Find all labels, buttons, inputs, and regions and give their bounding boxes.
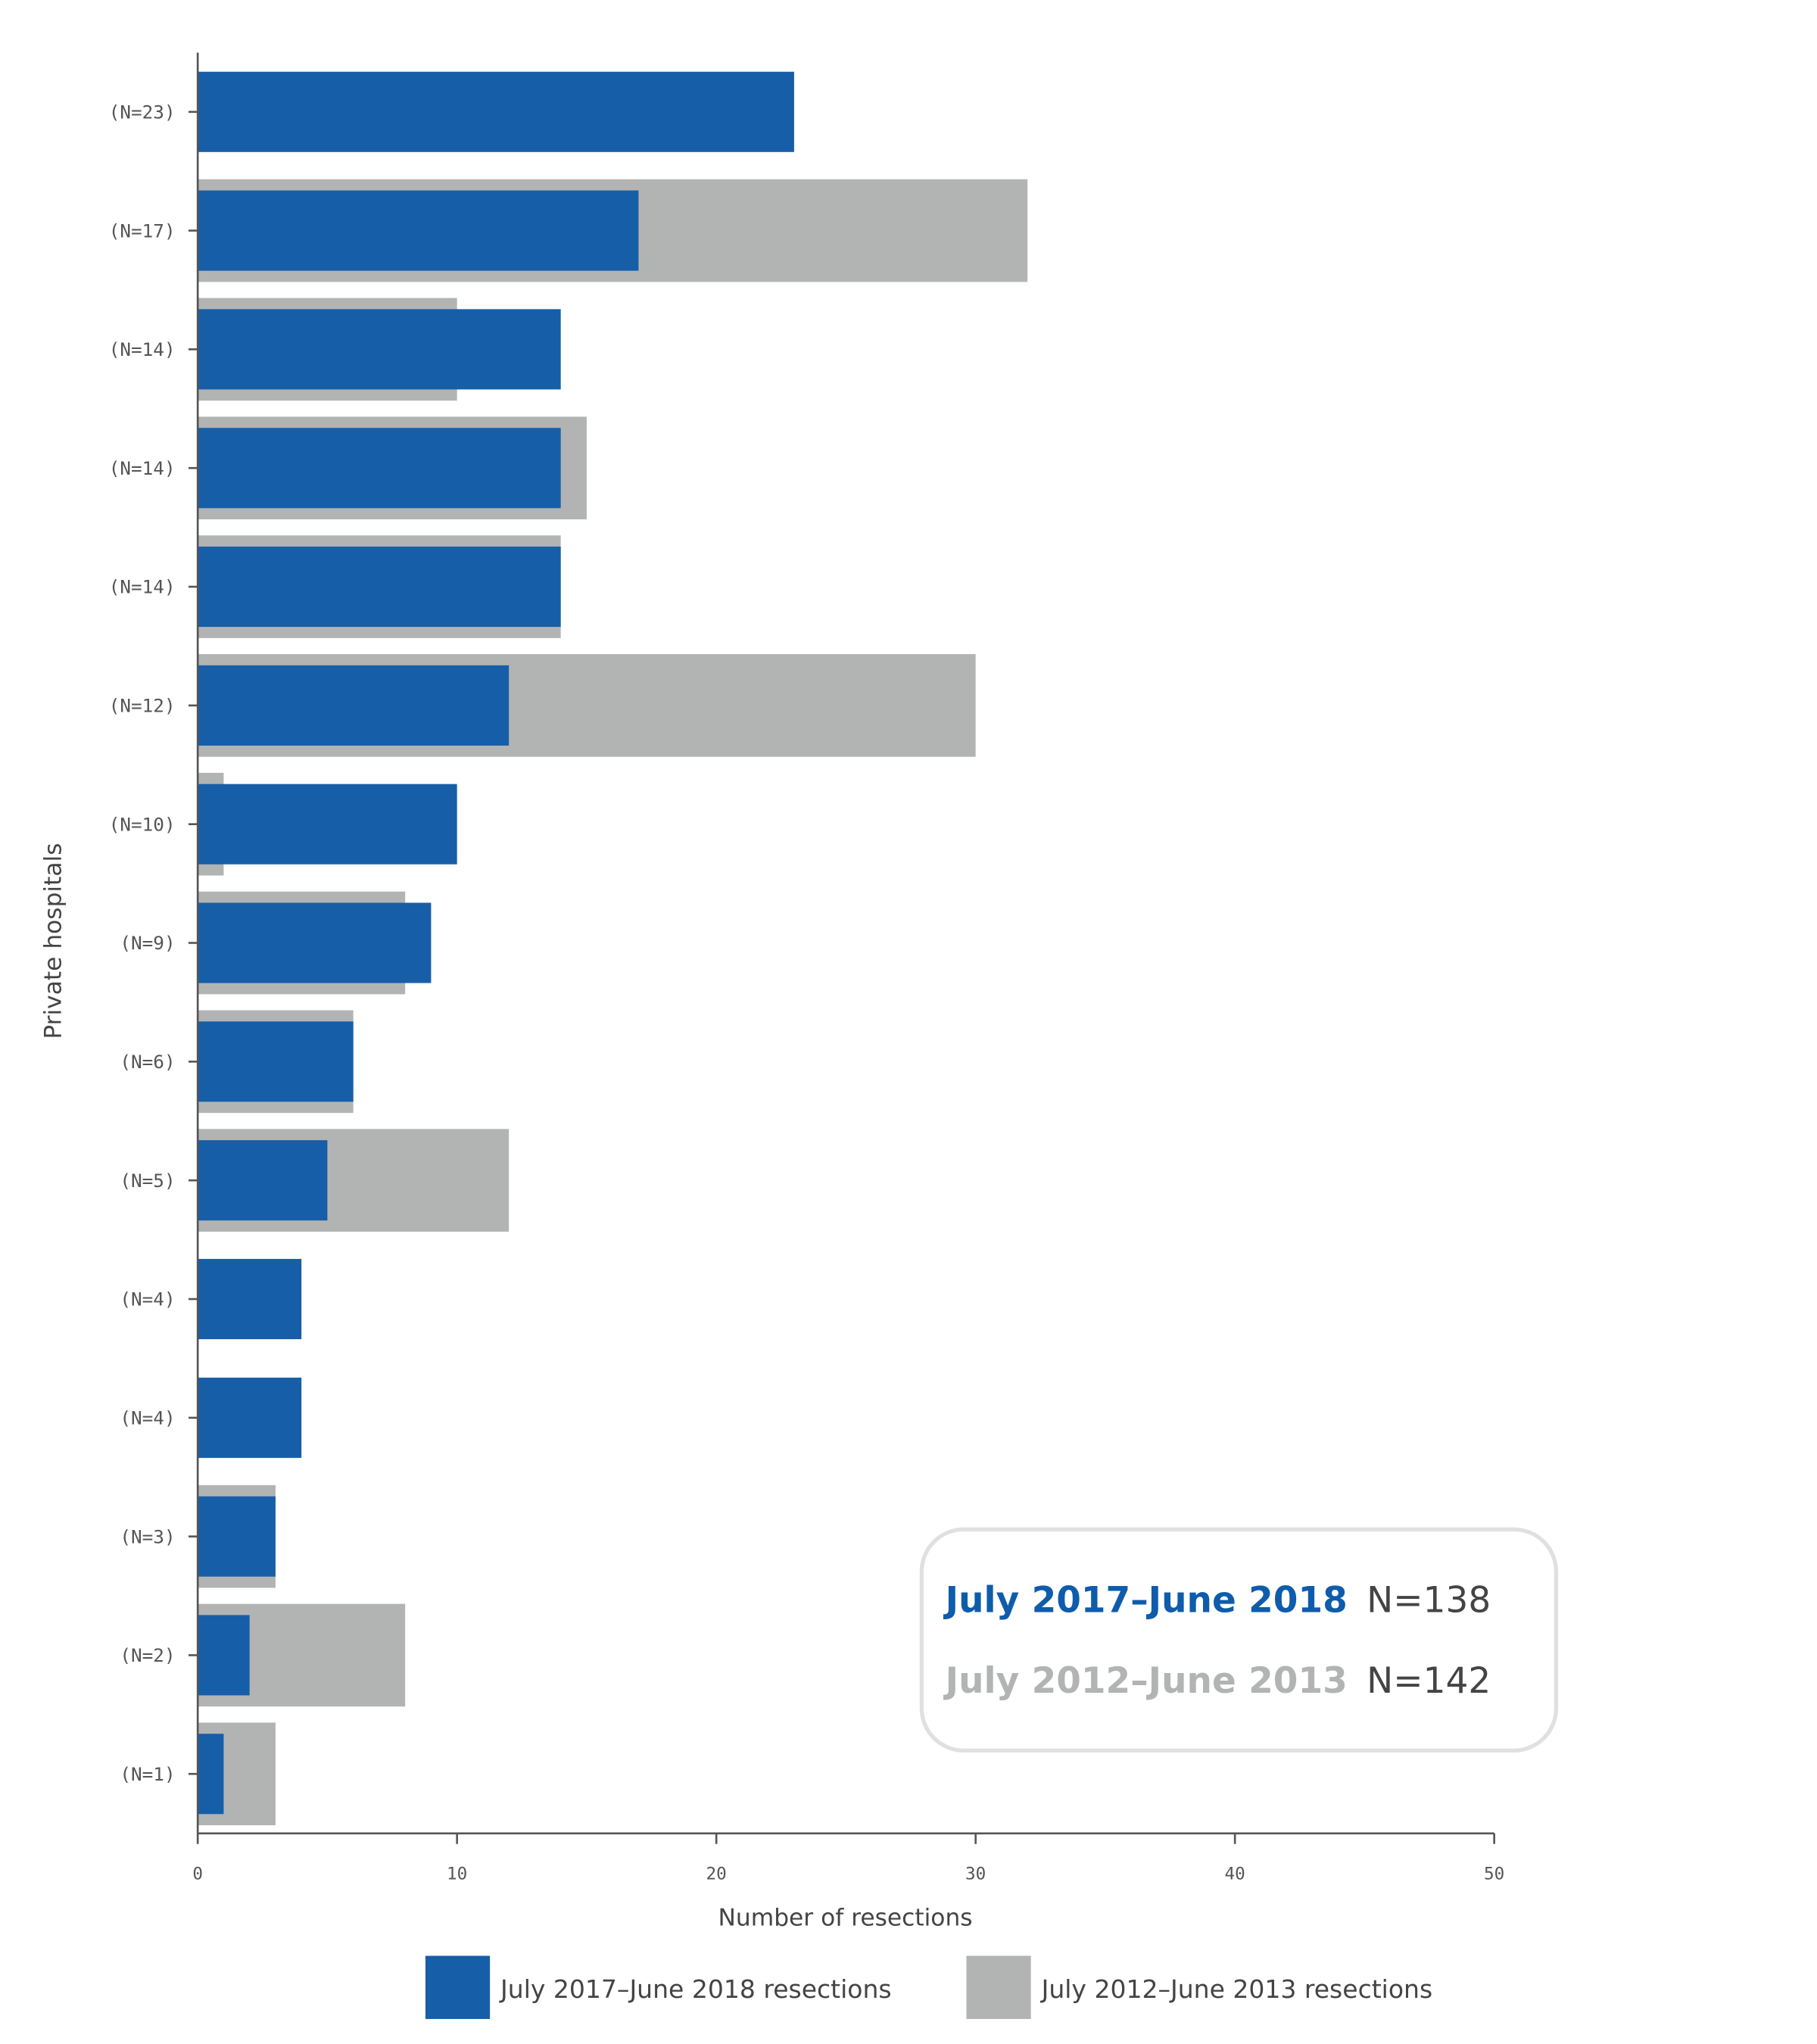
y-tick-label: (N=14) — [109, 338, 176, 360]
legend-swatch-2017 — [425, 1955, 491, 2019]
totals-annotation-box: July 2017–June 2018 N=138 July 2012–June… — [919, 1527, 1558, 1753]
y-tick-label: (N=2) — [120, 1644, 175, 1666]
bar-2017 — [198, 309, 561, 390]
bar-2017 — [198, 902, 432, 983]
y-tick-labels: (N=23) (N=17) (N=14) (N=14) (N=14) (N=12) (N=1… — [109, 101, 198, 1785]
bar-2017 — [198, 190, 639, 271]
x-tick-label: 0 — [192, 1865, 203, 1884]
legend-swatch-2012 — [966, 1955, 1031, 2019]
y-tick-label: (N=4) — [120, 1288, 175, 1310]
bar-2017 — [198, 1258, 302, 1339]
legend-label-2017: July 2017–June 2018 resections — [499, 1974, 892, 2004]
annotation-2017-label: July 2017–June 2018 — [943, 1580, 1348, 1622]
svg-text:July 2012–June 2013 N=14: July 2012–June 2013 N=142 — [943, 1660, 1491, 1702]
y-tick-label: (N=4) — [120, 1407, 175, 1429]
bar-2017 — [198, 1496, 276, 1577]
legend: July 2017–June 2018 resections July 2012… — [425, 1955, 1433, 2019]
bar-2017 — [198, 1140, 328, 1221]
annotation-2017-total: N=138 — [1367, 1580, 1491, 1622]
y-tick-label: (N=23) — [109, 101, 176, 123]
x-tick-labels: 0 10 20 30 40 50 — [192, 1833, 1504, 1884]
y-tick-label: (N=9) — [120, 932, 175, 954]
y-tick-label: (N=5) — [120, 1170, 175, 1192]
y-tick-label: (N=6) — [120, 1051, 175, 1073]
y-tick-label: (N=1) — [120, 1763, 175, 1785]
y-tick-label: (N=3) — [120, 1525, 175, 1547]
bar-2017 — [198, 1377, 302, 1458]
x-axis-title: Number of resections — [718, 1905, 973, 1932]
y-tick-label: (N=12) — [109, 695, 176, 717]
bar-2017 — [198, 1734, 224, 1815]
y-axis-title: Private hospitals — [39, 843, 67, 1039]
y-tick-label: (N=17) — [109, 220, 176, 241]
x-tick-label: 30 — [965, 1865, 986, 1884]
x-tick-label: 10 — [447, 1865, 467, 1884]
annotation-2012-label: July 2012–June 2013 — [943, 1660, 1348, 1702]
bar-2017 — [198, 71, 794, 152]
x-tick-label: 40 — [1225, 1865, 1245, 1884]
x-tick-label: 50 — [1484, 1865, 1504, 1884]
bar-2017 — [198, 784, 457, 865]
y-tick-label: (N=10) — [109, 813, 176, 835]
legend-label-2012: July 2012–June 2013 resections — [1040, 1974, 1433, 2004]
svg-text:July 2017–June 2018 N=13: July 2017–June 2018 N=138 — [943, 1580, 1491, 1622]
bars-group — [198, 71, 1028, 1826]
x-tick-label: 20 — [706, 1865, 727, 1884]
bar-2017 — [198, 1615, 250, 1696]
bar-2017 — [198, 547, 561, 628]
bar-2017 — [198, 428, 561, 509]
bar-2017 — [198, 1021, 354, 1102]
y-tick-label: (N=14) — [109, 576, 176, 598]
y-tick-label: (N=14) — [109, 457, 176, 479]
bar-2017 — [198, 665, 510, 746]
annotation-2012-total: N=142 — [1367, 1660, 1491, 1702]
